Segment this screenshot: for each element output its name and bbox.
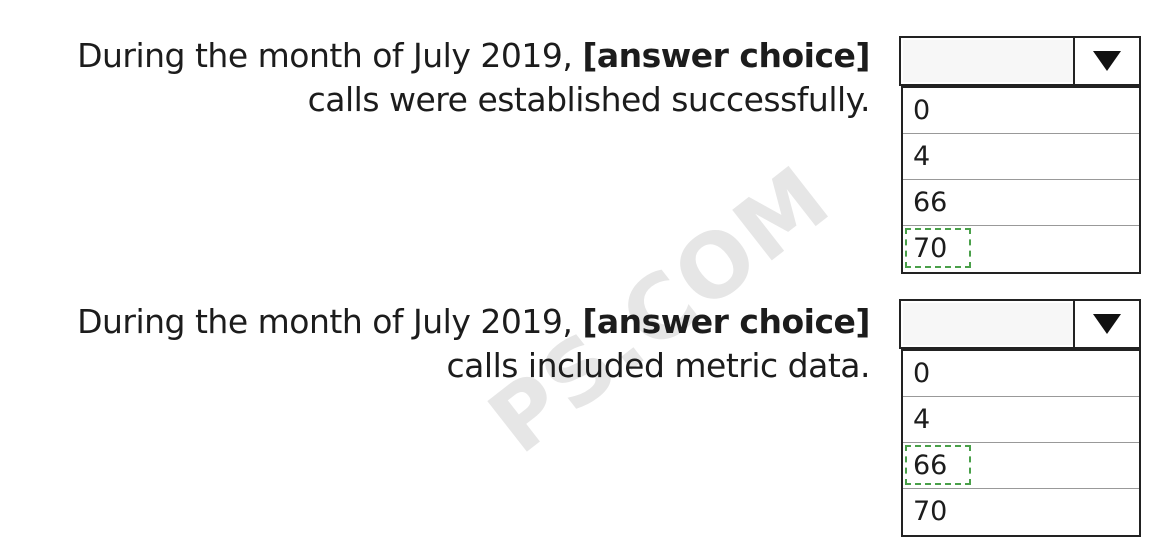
question-2-text: During the month of July 2019, [answer c… (0, 300, 870, 388)
triangle-down-icon (1093, 51, 1121, 71)
question-1-line-2: calls were established successfully. (307, 80, 871, 119)
question-1-line-1: During the month of July 2019, [answer c… (0, 34, 870, 78)
dropdown-2-selected-value[interactable] (903, 303, 1073, 345)
question-1-answer-placeholder: [answer choice] (582, 36, 870, 75)
answer-dropdown-1[interactable]: 0 4 66 70 (899, 36, 1141, 274)
dropdown-1-header[interactable] (899, 36, 1141, 86)
dropdown-1-option-selected[interactable]: 70 (903, 226, 1139, 272)
question-2-answer-placeholder: [answer choice] (582, 302, 870, 341)
answer-dropdown-2[interactable]: 0 4 66 70 (899, 299, 1141, 537)
dropdown-2-option-selected[interactable]: 66 (903, 443, 1139, 489)
dropdown-2-options-list: 0 4 66 70 (901, 349, 1141, 537)
question-2-line-1: During the month of July 2019, [answer c… (0, 300, 870, 344)
dropdown-1-toggle-button[interactable] (1073, 38, 1139, 84)
dropdown-1-options-list: 0 4 66 70 (901, 86, 1141, 274)
question-2-line-2: calls included metric data. (446, 346, 871, 385)
dropdown-2-option[interactable]: 4 (903, 397, 1139, 443)
dropdown-2-option[interactable]: 0 (903, 351, 1139, 397)
dropdown-2-option[interactable]: 70 (913, 496, 948, 527)
dropdown-1-selected-value[interactable] (903, 40, 1073, 82)
question-2-prefix: During the month of July 2019, (77, 302, 583, 341)
dropdown-1-option[interactable]: 0 (903, 88, 1139, 134)
dropdown-2-header[interactable] (899, 299, 1141, 349)
dropdown-2-toggle-button[interactable] (1073, 301, 1139, 347)
question-1-text: During the month of July 2019, [answer c… (0, 34, 870, 122)
dropdown-1-option[interactable]: 4 (903, 134, 1139, 180)
triangle-down-icon (1093, 314, 1121, 334)
question-1-prefix: During the month of July 2019, (77, 36, 583, 75)
dropdown-1-option[interactable]: 66 (903, 180, 1139, 226)
